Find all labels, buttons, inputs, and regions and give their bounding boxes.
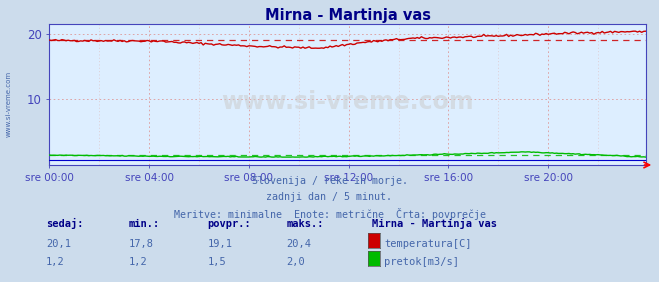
Text: 1,5: 1,5 <box>208 257 226 267</box>
Text: temperatura[C]: temperatura[C] <box>384 239 472 249</box>
Text: 1,2: 1,2 <box>129 257 147 267</box>
Text: min.:: min.: <box>129 219 159 229</box>
Text: 19,1: 19,1 <box>208 239 233 249</box>
Text: www.si-vreme.com: www.si-vreme.com <box>221 89 474 114</box>
Text: pretok[m3/s]: pretok[m3/s] <box>384 257 459 267</box>
Text: Slovenija / reke in morje.: Slovenija / reke in morje. <box>252 176 407 186</box>
Text: Meritve: minimalne  Enote: metrične  Črta: povprečje: Meritve: minimalne Enote: metrične Črta:… <box>173 208 486 220</box>
Title: Mirna - Martinja vas: Mirna - Martinja vas <box>265 8 430 23</box>
Text: sedaj:: sedaj: <box>46 218 84 229</box>
Text: povpr.:: povpr.: <box>208 219 251 229</box>
Text: 20,4: 20,4 <box>287 239 312 249</box>
Text: 17,8: 17,8 <box>129 239 154 249</box>
Text: 1,2: 1,2 <box>46 257 65 267</box>
Text: maks.:: maks.: <box>287 219 324 229</box>
Text: zadnji dan / 5 minut.: zadnji dan / 5 minut. <box>266 192 393 202</box>
Text: 20,1: 20,1 <box>46 239 71 249</box>
Text: 2,0: 2,0 <box>287 257 305 267</box>
Text: www.si-vreme.com: www.si-vreme.com <box>5 71 11 137</box>
Text: Mirna - Martinja vas: Mirna - Martinja vas <box>372 218 498 229</box>
